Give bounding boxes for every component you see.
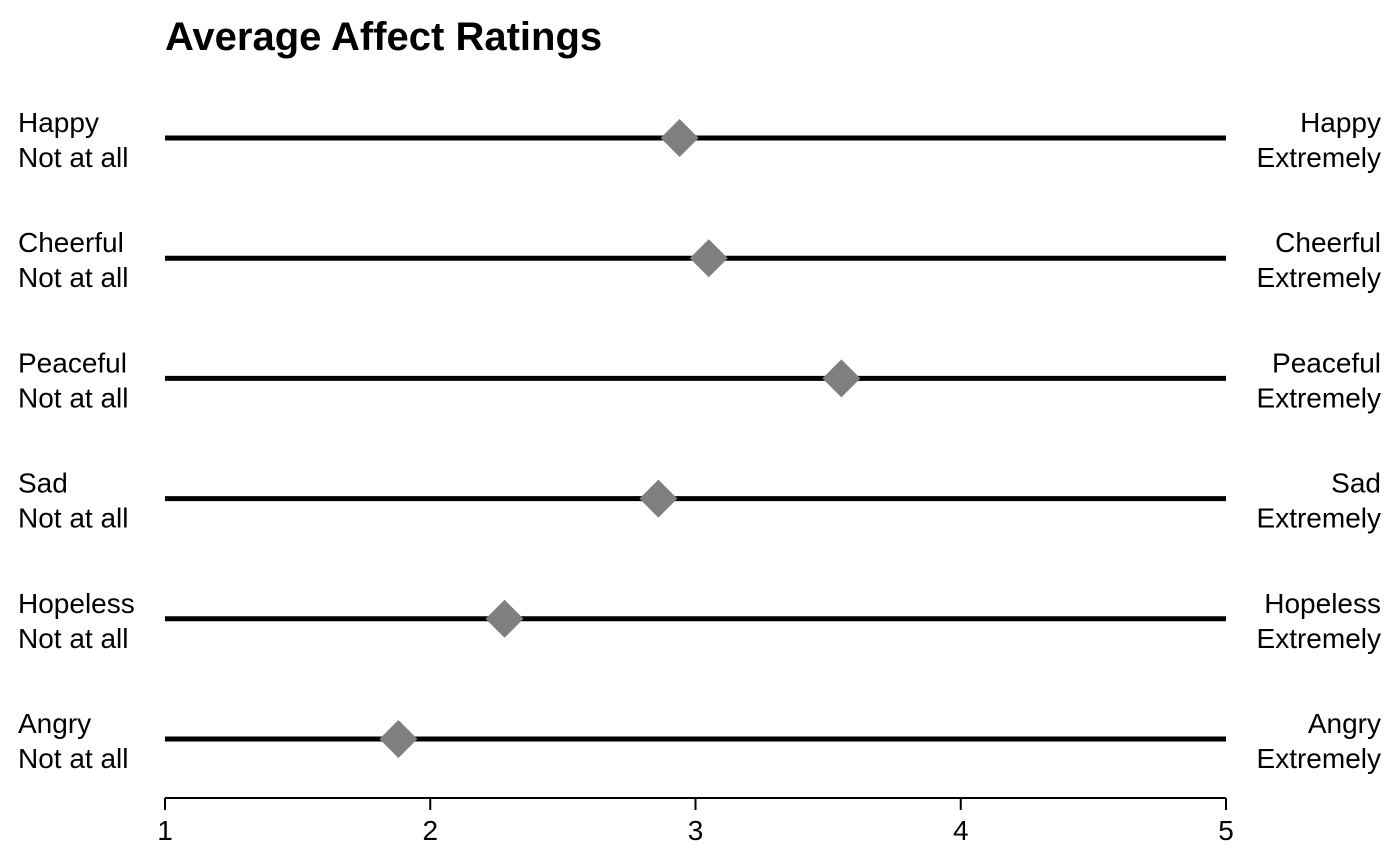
right-item-label: Cheerful bbox=[1275, 227, 1381, 258]
high-anchor-label: Extremely bbox=[1257, 743, 1381, 774]
high-anchor-label: Extremely bbox=[1257, 262, 1381, 293]
low-anchor-label: Not at all bbox=[18, 142, 129, 173]
low-anchor-label: Not at all bbox=[18, 262, 129, 293]
left-item-label: Cheerful bbox=[18, 227, 124, 258]
mean-marker-sad bbox=[639, 479, 678, 518]
high-anchor-label: Extremely bbox=[1257, 503, 1381, 534]
low-anchor-label: Not at all bbox=[18, 623, 129, 654]
mean-marker-hopeless bbox=[485, 599, 524, 638]
x-tick-label: 3 bbox=[688, 815, 704, 846]
rating-row-peaceful: Peaceful Not at all Peaceful Extremely bbox=[18, 347, 1381, 413]
x-tick-label: 5 bbox=[1218, 815, 1234, 846]
left-item-label: Hopeless bbox=[18, 588, 135, 619]
rating-rows: Happy Not at all Happy Extremely Cheerful Not… bbox=[18, 107, 1381, 774]
high-anchor-label: Extremely bbox=[1257, 382, 1381, 413]
low-anchor-label: Not at all bbox=[18, 503, 129, 534]
right-item-label: Happy bbox=[1300, 107, 1381, 138]
right-item-label: Angry bbox=[1308, 708, 1381, 739]
mean-marker-happy bbox=[660, 119, 699, 157]
x-tick-label: 1 bbox=[157, 815, 173, 846]
high-anchor-label: Extremely bbox=[1257, 142, 1381, 173]
x-tick-label: 2 bbox=[422, 815, 438, 846]
mean-marker-angry bbox=[379, 720, 418, 758]
mean-marker-peaceful bbox=[822, 359, 861, 398]
left-item-label: Angry bbox=[18, 708, 91, 739]
rating-row-cheerful: Cheerful Not at all Cheerful Extremely bbox=[18, 227, 1381, 293]
right-item-label: Hopeless bbox=[1264, 588, 1381, 619]
low-anchor-label: Not at all bbox=[18, 743, 129, 774]
right-item-label: Peaceful bbox=[1272, 347, 1381, 378]
high-anchor-label: Extremely bbox=[1257, 623, 1381, 654]
rating-row-sad: Sad Not at all Sad Extremely bbox=[18, 468, 1381, 534]
rating-row-hopeless: Hopeless Not at all Hopeless Extremely bbox=[18, 588, 1381, 654]
x-axis: 1 2 3 4 5 bbox=[157, 797, 1234, 846]
right-item-label: Sad bbox=[1331, 468, 1381, 499]
low-anchor-label: Not at all bbox=[18, 382, 129, 413]
rating-row-angry: Angry Not at all Angry Extremely bbox=[18, 708, 1381, 774]
left-item-label: Peaceful bbox=[18, 347, 127, 378]
mean-marker-cheerful bbox=[689, 239, 728, 278]
left-item-label: Sad bbox=[18, 468, 68, 499]
chart-title: Average Affect Ratings bbox=[165, 15, 602, 59]
left-item-label: Happy bbox=[18, 107, 99, 138]
rating-row-happy: Happy Not at all Happy Extremely bbox=[18, 107, 1381, 173]
x-tick-label: 4 bbox=[953, 815, 969, 846]
